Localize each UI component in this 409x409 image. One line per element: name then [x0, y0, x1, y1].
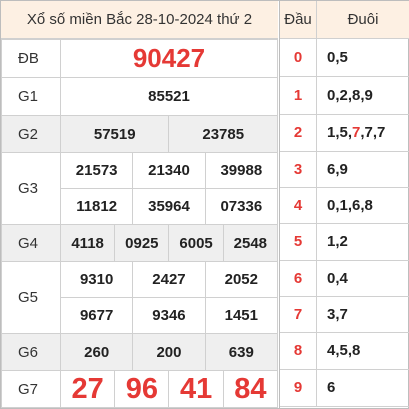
- loto-head-digit: 4: [280, 188, 317, 223]
- loto-tail-highlight: 7: [352, 124, 361, 141]
- head-column-label: Đầu: [280, 1, 317, 38]
- loto-tail-digits: 0,5: [327, 49, 348, 66]
- g7-value: 27: [59, 370, 116, 408]
- row-g3a: G3 21573 21340 39988: [1, 152, 279, 225]
- g5-value: 2052: [204, 261, 279, 298]
- loto-tail-part: 1,5,: [327, 124, 353, 141]
- loto-rows: 0 0,5 1 0,2,8,9 2 1,5,7,7,7 3 6,9 4 0,1,6,8 5 1,2 6 0…: [280, 39, 409, 407]
- loto-tail-digits: 4,5,8: [327, 342, 361, 359]
- row-g5a: G5 9310 2427 2052: [1, 261, 279, 334]
- loto-tail-digits: 1,2: [327, 233, 348, 250]
- tail-column-label: Đuôi: [347, 11, 379, 28]
- loto-row-2: 2 1,5,7,7,7: [280, 115, 409, 152]
- loto-tail-digits: 6,9: [327, 161, 348, 178]
- g2-value: 57519: [59, 115, 170, 153]
- g3-value: 35964: [132, 188, 206, 225]
- g5-value: 9310: [59, 261, 134, 298]
- prize-table: ĐB 90427 G1 85521 G2 57519 23785 G3 2157…: [1, 39, 279, 408]
- row-g1: G1 85521: [1, 77, 278, 116]
- loto-row-5: 5 1,2: [280, 224, 409, 261]
- loto-head-digit: 7: [280, 297, 317, 332]
- g5-value: 9346: [132, 297, 206, 334]
- loto-tail-digits: 6: [327, 379, 336, 396]
- row-g2: G2 57519 23785: [1, 115, 278, 153]
- loto-row-6: 6 0,4: [280, 261, 409, 297]
- loto-tail-digits: 0,2,8,9: [327, 87, 373, 104]
- loto-head-digit: 6: [280, 261, 317, 296]
- label-g4: G4: [1, 224, 61, 262]
- g4-value: 6005: [168, 224, 224, 262]
- g5-value: 1451: [204, 297, 279, 334]
- g3-value: 21340: [132, 152, 206, 189]
- loto-tail-digits: 1,5,7,7,7: [317, 115, 409, 151]
- row-g7: G7 27 96 41 84: [1, 370, 279, 408]
- label-g1: G1: [1, 77, 61, 116]
- g3-value: 21573: [59, 152, 134, 189]
- loto-head-digit: 1: [280, 77, 317, 114]
- special-prize-value: 90427: [60, 39, 278, 78]
- loto-row-0: 0 0,5: [280, 39, 409, 77]
- loto-tail-digits: 0,4: [327, 270, 348, 287]
- loto-row-7: 7 3,7: [280, 297, 409, 333]
- loto-row-4: 4 0,1,6,8: [280, 188, 409, 224]
- row-g5b: 9677 9346 1451: [2, 297, 279, 334]
- loto-head-digit: 2: [280, 115, 317, 151]
- g6-value: 639: [204, 333, 279, 371]
- label-g2: G2: [1, 115, 61, 153]
- label-g5: G5: [1, 261, 61, 334]
- g5-value: 2427: [132, 261, 206, 298]
- g3-value: 11812: [59, 188, 134, 225]
- g2-value: 23785: [168, 115, 278, 153]
- row-g3b: 11812 35964 07336: [2, 188, 279, 225]
- row-g6: G6 260 200 639: [1, 333, 279, 371]
- g4-value: 2548: [222, 224, 279, 262]
- loto-head-tail-panel: Đầu Đuôi 0 0,5 1 0,2,8,9 2 1,5,7,7,7 3 6,9 4 0,1,…: [279, 1, 409, 408]
- label-g6: G6: [1, 333, 61, 371]
- row-g4: G4 4118 0925 6005 2548: [1, 224, 279, 262]
- loto-row-8: 8 4,5,8: [280, 333, 409, 370]
- g7-value: 84: [222, 370, 279, 408]
- g4-value: 4118: [59, 224, 116, 262]
- label-g7: G7: [1, 370, 61, 408]
- prize-table-panel: Xổ số miền Bắc 28-10-2024 thứ 2 ĐB 90427…: [1, 1, 279, 408]
- g1-value: 85521: [60, 77, 278, 116]
- g7-value: 96: [114, 370, 170, 408]
- loto-head-digit: 8: [280, 333, 317, 369]
- g3-value: 39988: [204, 152, 279, 189]
- loto-tail-part: ,7,7: [360, 124, 386, 141]
- loto-tail-digits: 3,7: [327, 306, 348, 323]
- loto-header: Đầu Đuôi: [280, 1, 409, 39]
- loto-head-digit: 0: [280, 39, 317, 76]
- g6-value: 200: [132, 333, 206, 371]
- g4-value: 0925: [114, 224, 170, 262]
- label-g3: G3: [1, 152, 61, 225]
- g5-value: 9677: [59, 297, 134, 334]
- loto-row-3: 3 6,9: [280, 152, 409, 188]
- g7-value: 41: [168, 370, 224, 408]
- result-title: Xổ số miền Bắc 28-10-2024 thứ 2: [1, 1, 278, 39]
- g6-value: 260: [59, 333, 134, 371]
- loto-head-digit: 3: [280, 152, 317, 187]
- loto-head-digit: 9: [280, 370, 317, 406]
- g3-value: 07336: [204, 188, 279, 225]
- loto-row-1: 1 0,2,8,9: [280, 77, 409, 115]
- row-db: ĐB 90427: [1, 39, 278, 78]
- loto-tail-digits: 0,1,6,8: [327, 197, 373, 214]
- loto-head-digit: 5: [280, 224, 317, 260]
- label-db: ĐB: [1, 39, 61, 78]
